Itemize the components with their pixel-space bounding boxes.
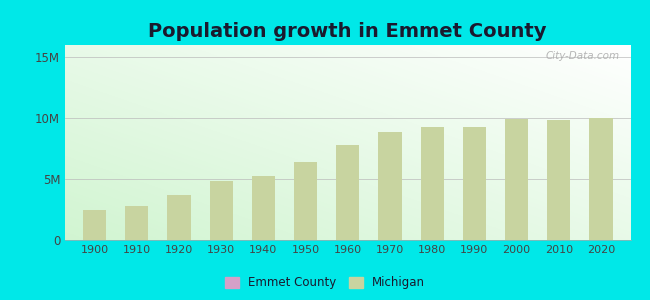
Bar: [505, 119, 528, 240]
Bar: [209, 181, 233, 240]
Bar: [252, 176, 275, 240]
Text: City-Data.com: City-Data.com: [545, 51, 619, 61]
Bar: [547, 119, 570, 240]
Bar: [378, 132, 402, 240]
Bar: [463, 127, 486, 240]
Bar: [421, 127, 444, 240]
Bar: [167, 195, 190, 240]
Title: Population growth in Emmet County: Population growth in Emmet County: [148, 22, 547, 41]
Bar: [590, 118, 612, 240]
Legend: Emmet County, Michigan: Emmet County, Michigan: [220, 272, 430, 294]
Bar: [83, 211, 106, 240]
Bar: [125, 206, 148, 240]
Bar: [294, 162, 317, 240]
Bar: [336, 145, 359, 240]
